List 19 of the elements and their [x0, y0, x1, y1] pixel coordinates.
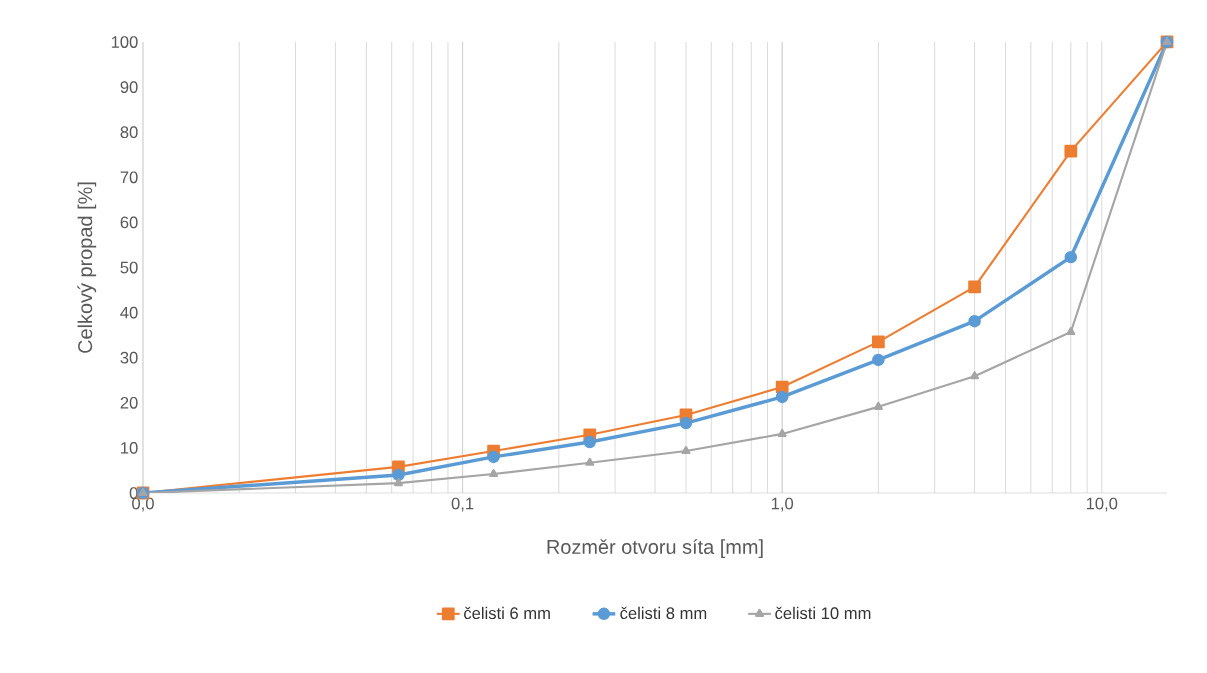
y-tick-label: 60 [120, 216, 138, 229]
y-tick-label: 10 [121, 442, 138, 454]
x-tick-label: 0,0 [132, 497, 154, 512]
legend-label: čelisti 10 mm [775, 606, 871, 620]
x-tick-label: 0,1 [451, 497, 474, 512]
x-tick-label: 1,0 [771, 497, 794, 512]
y-tick-label: 80 [120, 126, 138, 139]
y-axis-title: Celkový propad [%] [77, 182, 97, 353]
legend-label: čelisti 8 mm [620, 606, 707, 620]
y-tick-label: 40 [120, 306, 138, 319]
y-tick-label: 100 [111, 36, 138, 48]
x-axis-title: Rozměr otvoru síta [mm] [547, 539, 763, 558]
y-tick-label: 20 [120, 396, 138, 409]
y-tick-label: 70 [120, 171, 138, 184]
x-tick-label: 10,0 [1086, 497, 1118, 512]
y-tick-label: 50 [120, 261, 138, 274]
y-tick-label: 30 [120, 351, 138, 364]
legend-label: čelisti 6 mm [464, 606, 550, 620]
y-tick-label: 90 [120, 81, 138, 93]
